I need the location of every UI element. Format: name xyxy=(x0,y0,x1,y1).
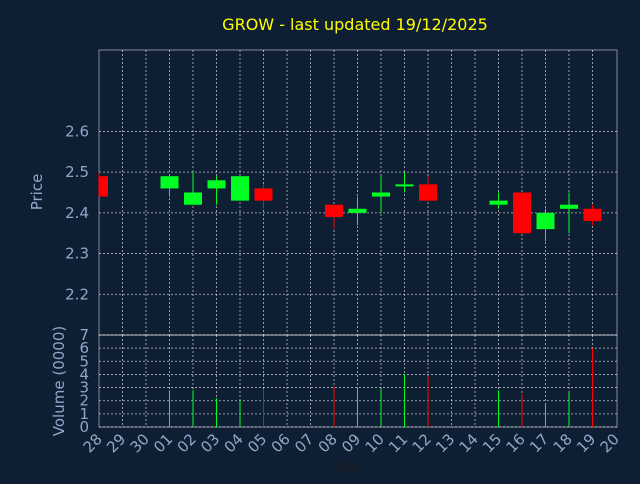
candle-body xyxy=(184,192,202,205)
candle-body xyxy=(395,184,414,187)
price-tick-label: 2.2 xyxy=(65,285,89,303)
candle-body xyxy=(160,176,179,189)
candle-body xyxy=(419,184,437,201)
volume-tick-label: 3 xyxy=(79,379,89,397)
candle-body xyxy=(489,200,508,205)
price-tick-label: 2.6 xyxy=(65,122,89,140)
price-axis-label: Price xyxy=(28,174,46,211)
volume-axis-label: Volume (0000) xyxy=(50,326,68,436)
candle-body xyxy=(560,204,578,209)
volume-tick-label: 6 xyxy=(79,339,89,357)
candle-body xyxy=(372,192,390,197)
candle-body xyxy=(513,192,531,234)
price-tick-label: 2.5 xyxy=(65,163,89,181)
candle-body xyxy=(254,188,273,201)
day-axis-label: Day xyxy=(333,458,363,476)
price-panel: 2.2 2.3 2.4 2.5 2.6 xyxy=(65,49,618,336)
volume-tick-label: 7 xyxy=(79,326,89,344)
price-tick-label: 2.4 xyxy=(65,204,89,222)
candle-body xyxy=(207,180,226,189)
chart-title: GROW - last updated 19/12/2025 xyxy=(222,15,488,34)
candle-body xyxy=(99,176,108,197)
price-tick-label: 2.3 xyxy=(65,245,89,263)
volume-tick-label: 5 xyxy=(79,352,89,370)
candle-body xyxy=(536,212,555,230)
volume-tick-label: 4 xyxy=(79,365,89,383)
candle-body xyxy=(583,208,602,221)
candle-body xyxy=(348,208,367,213)
candle-body xyxy=(231,176,249,201)
volume-tick-label: 0 xyxy=(79,418,89,436)
candle-body xyxy=(325,204,343,217)
volume-tick-label: 1 xyxy=(79,405,89,423)
volume-tick-label: 2 xyxy=(79,392,89,410)
